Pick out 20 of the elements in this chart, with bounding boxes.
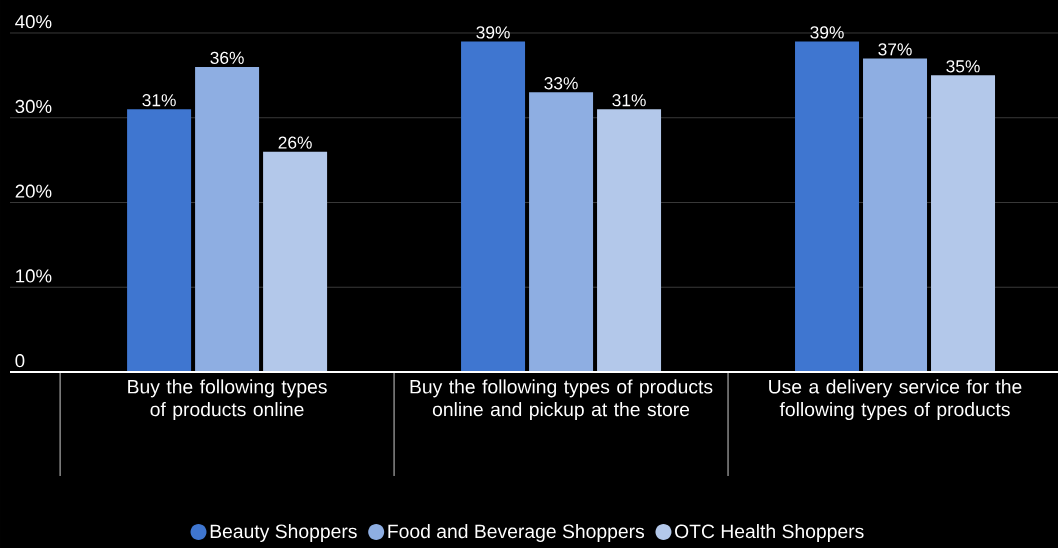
y-tick-label: 20% — [15, 184, 52, 198]
data-label: 31% — [612, 94, 646, 107]
data-label: 39% — [810, 26, 844, 39]
data-label: 33% — [544, 77, 578, 90]
x-tick-label: Use a delivery service for the following types of products — [769, 379, 1022, 421]
data-label: 31% — [142, 94, 176, 107]
data-label: 37% — [878, 43, 912, 56]
data-label: 35% — [946, 60, 980, 73]
y-tick-label: 0 — [15, 354, 25, 368]
y-tick-label: 40% — [15, 15, 52, 29]
data-label: 36% — [210, 51, 244, 64]
y-tick-label: 10% — [16, 269, 52, 283]
legend-label: OTC Health Shoppers — [675, 523, 864, 543]
y-tick-label: 30% — [15, 99, 52, 114]
legend-label: Food and Beverage Shoppers — [388, 523, 645, 543]
x-tick-label: Buy the following types of products online — [128, 379, 327, 421]
legend-label: Beauty Shoppers — [210, 523, 357, 543]
data-label: 26% — [278, 136, 312, 149]
x-tick-label: Buy the following types of products online and pickup at the store — [410, 379, 713, 421]
data-label: 39% — [476, 26, 510, 39]
